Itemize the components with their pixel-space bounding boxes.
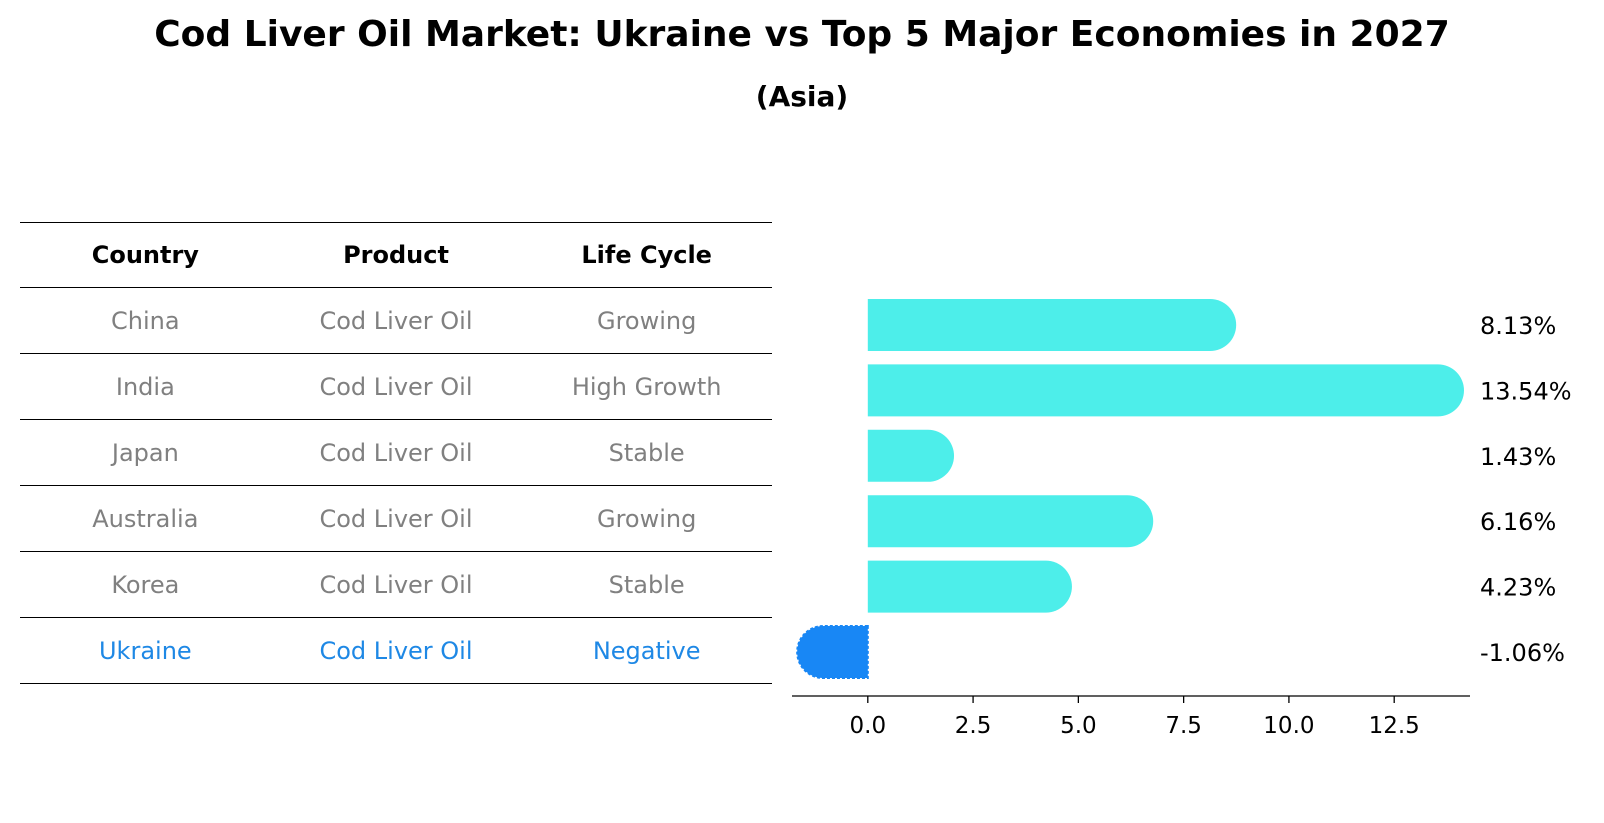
table-row: Japan Cod Liver Oil Stable <box>20 420 772 486</box>
x-tick-label: 0.0 <box>850 713 887 739</box>
bar-japan <box>867 429 955 482</box>
value-label: 6.16% <box>1480 508 1556 536</box>
cell-life-cycle: High Growth <box>571 372 722 401</box>
cell-product: Cod Liver Oil <box>319 372 473 401</box>
header-life-cycle: Life Cycle <box>581 241 712 269</box>
cell-country: China <box>111 306 180 335</box>
chart-title: Cod Liver Oil Market: Ukraine vs Top 5 M… <box>154 14 1450 55</box>
cell-product: Cod Liver Oil <box>319 306 473 335</box>
cell-product: Cod Liver Oil <box>319 504 473 533</box>
table-row: Australia Cod Liver Oil Growing <box>20 486 772 552</box>
bar-india <box>867 364 1464 417</box>
x-tick-label: 2.5 <box>955 713 992 739</box>
bar-ukraine <box>796 625 869 679</box>
header-product: Product <box>343 241 449 269</box>
cell-country: Japan <box>111 438 179 467</box>
table-row-highlight: Ukraine Cod Liver Oil Negative <box>20 618 772 684</box>
x-tick-label: 10.0 <box>1263 713 1314 739</box>
cell-country: Korea <box>111 570 180 599</box>
x-tick-label: 12.5 <box>1369 713 1420 739</box>
table-row: Korea Cod Liver Oil Stable <box>20 552 772 618</box>
bar-china <box>867 299 1237 351</box>
x-tick-label: 7.5 <box>1165 713 1202 739</box>
cell-life-cycle: Stable <box>608 438 685 467</box>
table-header-row: Country Product Life Cycle <box>20 222 772 288</box>
cell-life-cycle: Stable <box>608 570 685 599</box>
cell-product: Cod Liver Oil <box>319 570 473 599</box>
value-label: 1.43% <box>1480 443 1556 471</box>
cell-country: Ukraine <box>98 636 192 665</box>
table-row: India Cod Liver Oil High Growth <box>20 354 772 420</box>
cell-life-cycle: Negative <box>592 636 701 665</box>
value-label: 4.23% <box>1480 574 1556 602</box>
header-country: Country <box>91 241 199 269</box>
table-row: China Cod Liver Oil Growing <box>20 288 772 354</box>
value-label: 13.54% <box>1480 377 1572 405</box>
cell-product: Cod Liver Oil <box>319 636 473 665</box>
data-table: Country Product Life Cycle China Cod Liv… <box>20 222 772 684</box>
cell-life-cycle: Growing <box>596 504 697 533</box>
chart-subtitle: (Asia) <box>755 80 849 113</box>
bar-australia <box>867 495 1154 548</box>
value-label: -1.06% <box>1480 639 1565 667</box>
bar-korea <box>867 560 1072 613</box>
cell-country: India <box>115 372 175 401</box>
cell-product: Cod Liver Oil <box>319 438 473 467</box>
x-tick-label: 5.0 <box>1060 713 1097 739</box>
cell-country: Australia <box>92 504 199 533</box>
cell-life-cycle: Growing <box>596 306 697 335</box>
value-label: 8.13% <box>1480 312 1556 340</box>
